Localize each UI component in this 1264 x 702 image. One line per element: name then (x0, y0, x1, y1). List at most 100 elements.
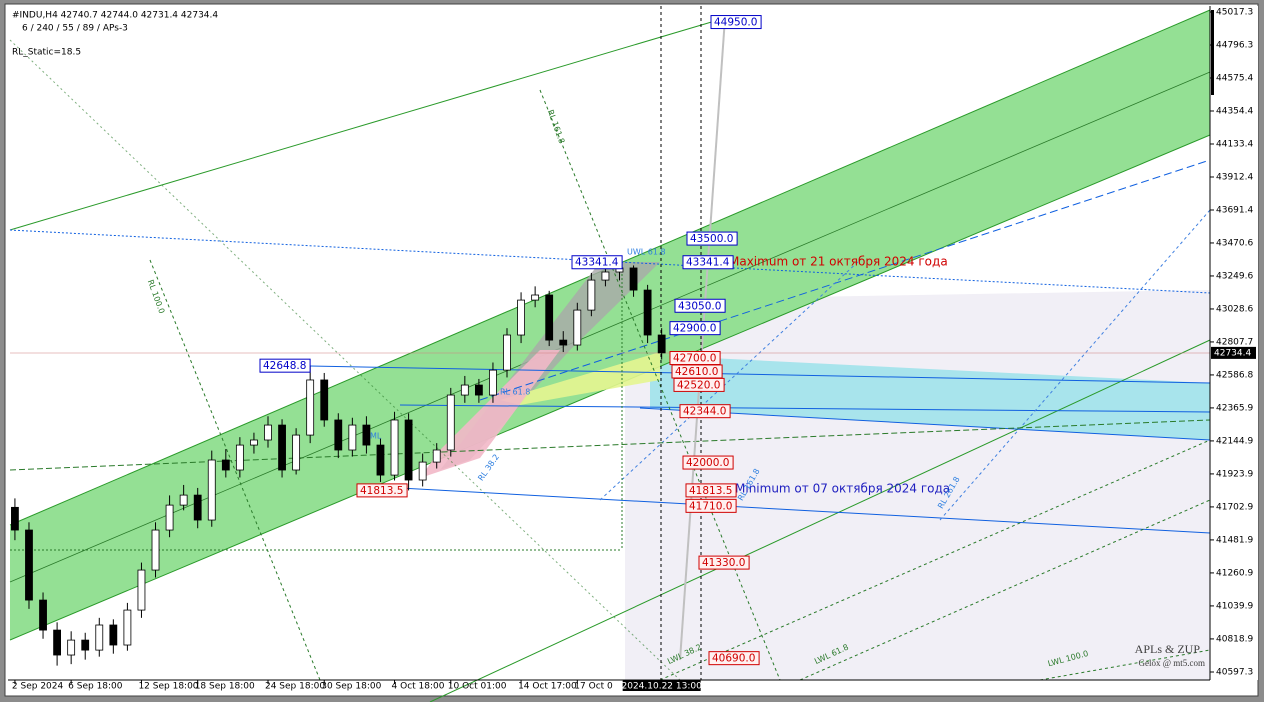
y-tick-label: 41039.9 (1216, 601, 1253, 611)
candle-body (109, 624, 118, 646)
candle-body (446, 394, 455, 451)
candle-body (334, 419, 343, 451)
blue-line (639, 407, 1211, 441)
candle-body (264, 424, 272, 441)
candle-body (629, 267, 638, 291)
fib-label: UWL 61.8 (627, 248, 666, 257)
y-tick-label: 45017.3 (1216, 8, 1253, 18)
watermark-sub: Gelox @ mt5.com (1138, 658, 1205, 668)
candle-body (67, 639, 76, 656)
candle-body (39, 599, 47, 631)
candle-body (25, 529, 33, 601)
y-tick-label: 44133.4 (1216, 139, 1253, 149)
y-tick-label: 44575.4 (1216, 73, 1253, 83)
outer-line (9, 17, 726, 231)
x-tick-label: 6 Sep 18:00 (68, 682, 123, 692)
drawings (9, 6, 1211, 702)
y-tick-label: 40597.3 (1216, 668, 1253, 678)
y-tick-label: 42586.8 (1216, 370, 1253, 380)
candle-body (165, 504, 174, 531)
green-dashed-line (659, 439, 1211, 681)
y-tick-label: 43249.6 (1216, 271, 1253, 281)
candle-body (123, 609, 132, 646)
candle-body (418, 461, 427, 481)
price-label-box (669, 321, 721, 336)
axis-marker (1211, 10, 1214, 95)
price-label: 42648.8 (263, 360, 306, 372)
candle-body (207, 459, 216, 521)
candle-body (390, 419, 399, 476)
y-tick-label: 41702.9 (1216, 502, 1253, 512)
fib-label: ML (370, 432, 382, 441)
x-tick-label: 12 Sep 18:00 (138, 682, 198, 692)
price-label: 41330.0 (702, 557, 745, 569)
candle-body (545, 294, 554, 341)
candle-body (587, 279, 596, 311)
y-tick-label: 43691.4 (1216, 205, 1253, 215)
price-label-box (686, 231, 738, 246)
price-label-box (698, 555, 750, 570)
candle-body (531, 294, 540, 301)
x-tick-label: 30 Sep 18:00 (321, 682, 381, 692)
candle-body (179, 494, 188, 506)
y-tick-label: 44796.3 (1216, 41, 1253, 51)
candle-body (235, 444, 244, 471)
price-label-box (673, 377, 725, 392)
candle-body (95, 624, 104, 651)
x-tick-label: 18 Sep 18:00 (195, 682, 255, 692)
price-label-box (674, 298, 726, 313)
price-label: 41710.0 (689, 500, 732, 512)
y-tick-label: 43470.6 (1216, 238, 1253, 248)
candle-body (517, 299, 525, 336)
price-label: 42000.0 (686, 457, 729, 469)
price-label-box (356, 483, 408, 498)
y-tick-label: 44354.4 (1216, 106, 1253, 116)
candle-body (306, 379, 315, 436)
blue-line (399, 404, 1211, 413)
candle-body (221, 459, 230, 471)
blue-dashed-line (479, 159, 1211, 401)
watermark: APLs & ZUP (1135, 642, 1201, 656)
price-label: 44950.0 (714, 17, 757, 29)
price-label: 42700.0 (673, 353, 716, 365)
price-label-box (685, 483, 737, 498)
blue-dashed-line (599, 259, 861, 501)
blue-dashed-line (939, 209, 1211, 521)
price-label-box (682, 255, 734, 270)
candle-body (657, 334, 666, 354)
y-tick-label: 41481.9 (1216, 535, 1253, 545)
price-label: 41813.5 (689, 485, 732, 497)
candle-body (292, 434, 301, 471)
price-label-box (685, 498, 737, 513)
candle-body (348, 424, 357, 451)
price-label-box (682, 455, 734, 470)
green-dashed-line (799, 499, 1211, 681)
cyan-channel (650, 355, 1210, 440)
x-tick-label: 2 Sep 2024 (12, 682, 64, 692)
y-tick-label: 42365.9 (1216, 403, 1253, 413)
last-price-label: 42734.4 (1214, 348, 1251, 358)
x-tick-label: 24 Sep 18:00 (265, 682, 325, 692)
fib-label: RL 61.8 (500, 388, 530, 397)
price-label: 43341.4 (575, 257, 619, 269)
y-tick-label: 42144.9 (1216, 436, 1253, 446)
candle-body (151, 529, 160, 571)
price-label: 42900.0 (673, 323, 716, 335)
candle-body (573, 309, 582, 346)
candle-body (376, 444, 385, 476)
candles (11, 262, 666, 666)
y-tick-label: 41260.9 (1216, 568, 1253, 578)
cursor-box (622, 680, 701, 691)
static-label: RL_Static=18.5 (12, 48, 81, 58)
indicator-label: 6 / 240 / 55 / 89 / APs-3 (22, 24, 128, 34)
annotation: Minimum от 07 октября 2024 года (735, 482, 950, 496)
blue-line (399, 487, 1211, 534)
price-label: 42610.0 (675, 366, 718, 378)
y-tick-label: 43028.6 (1216, 304, 1253, 314)
candle-body (503, 334, 511, 371)
price-label: 43500.0 (690, 233, 733, 245)
outer-line (429, 339, 1211, 702)
x-tick-label: 10 Oct 01:00 (448, 682, 507, 692)
candle-body (11, 506, 19, 531)
